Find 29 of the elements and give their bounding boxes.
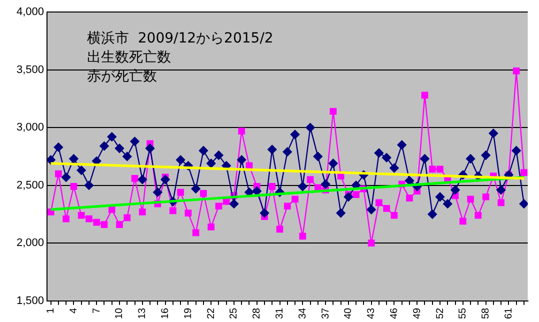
x-tick-label: 1 (46, 307, 57, 314)
x-tick-label: 37 (320, 307, 332, 319)
y-tick-label: 2,000 (16, 237, 44, 250)
x-tick-label: 34 (297, 307, 308, 319)
y-tick-label: 1,500 (16, 294, 44, 307)
x-tick-label: 13 (137, 307, 148, 319)
x-tick-label: 22 (206, 307, 217, 319)
x-tick-label: 61 (503, 307, 514, 319)
y-tick-label: 3,500 (16, 64, 44, 76)
x-tick-label: 52 (434, 307, 446, 319)
x-tick-label: 4 (68, 307, 80, 314)
x-tick-label: 58 (480, 307, 492, 319)
x-tick-label: 43 (366, 307, 378, 319)
annotation: 出生数死亡数 (87, 50, 171, 66)
x-tick-label: 7 (91, 307, 102, 314)
y-tick-label: 2,500 (16, 179, 44, 192)
x-tick-label: 40 (343, 307, 354, 319)
x-tick-label: 46 (388, 307, 400, 319)
x-tick-label: 10 (114, 307, 126, 319)
x-tick-label: 16 (160, 307, 172, 319)
x-tick-label: 19 (182, 307, 194, 319)
x-tick-label: 55 (458, 307, 469, 319)
x-tick-label: 25 (228, 307, 240, 319)
x-tick-label: 31 (274, 307, 286, 319)
x-tick-label: 28 (252, 307, 263, 319)
x-tick-label: 49 (412, 307, 423, 319)
y-tick-label: 3,000 (16, 122, 44, 134)
y-tick-label: 4,000 (16, 6, 44, 18)
annotation: 横浜市 2009/12から2015/2 (87, 30, 274, 47)
